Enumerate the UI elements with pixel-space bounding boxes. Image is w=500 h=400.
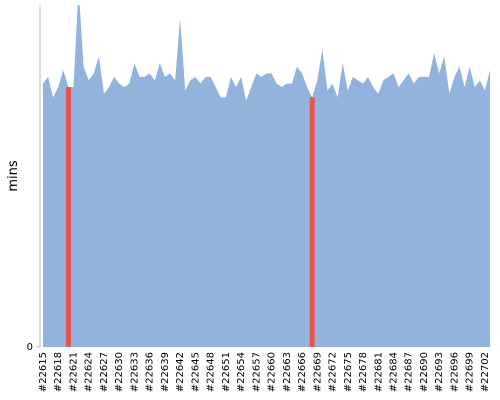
x-tick-label: #22621 bbox=[68, 352, 79, 392]
x-tick-label: #22651 bbox=[221, 352, 232, 392]
y-tick-label: 0 bbox=[27, 342, 33, 353]
x-tick-label: #22663 bbox=[282, 352, 293, 392]
x-tick-label: #22648 bbox=[206, 352, 217, 392]
x-tick-label: #22702 bbox=[480, 352, 491, 392]
y-axis-label: mins bbox=[6, 160, 21, 192]
x-tick-label: #22699 bbox=[465, 352, 476, 392]
x-tick-label: #22639 bbox=[160, 352, 171, 392]
x-tick-label: #22678 bbox=[358, 352, 369, 392]
area bbox=[43, 5, 490, 347]
x-tick-label: #22627 bbox=[99, 352, 110, 392]
x-tick-label: #22633 bbox=[129, 352, 140, 392]
x-tick-label: #22657 bbox=[251, 352, 262, 392]
x-tick-label: #22675 bbox=[343, 352, 354, 392]
x-tick-label: #22624 bbox=[84, 352, 95, 392]
x-tick-label: #22687 bbox=[404, 352, 415, 392]
highlight-bar bbox=[309, 97, 315, 347]
x-tick-label: #22672 bbox=[328, 352, 339, 392]
x-tick-label: #22690 bbox=[419, 352, 430, 392]
x-tick-label: #22693 bbox=[434, 352, 445, 392]
x-tick-label: #22642 bbox=[175, 352, 186, 392]
x-tick-label: #22636 bbox=[145, 352, 156, 392]
x-tick-label: #22630 bbox=[114, 352, 125, 392]
x-tick-label: #22618 bbox=[53, 352, 64, 392]
x-tick-label: #22696 bbox=[449, 352, 460, 392]
x-tick-label: #22666 bbox=[297, 352, 308, 392]
x-tick-label: #22654 bbox=[236, 352, 247, 392]
x-tick-label: #22681 bbox=[373, 352, 384, 392]
x-tick-label: #22660 bbox=[267, 352, 278, 392]
x-tick-label: #22615 bbox=[38, 352, 49, 392]
x-tick-label: #22645 bbox=[190, 352, 201, 392]
x-tick-label: #22669 bbox=[312, 352, 323, 392]
x-tick-label: #22684 bbox=[388, 352, 399, 392]
highlight-bar bbox=[65, 87, 71, 347]
plot-area bbox=[43, 5, 490, 347]
